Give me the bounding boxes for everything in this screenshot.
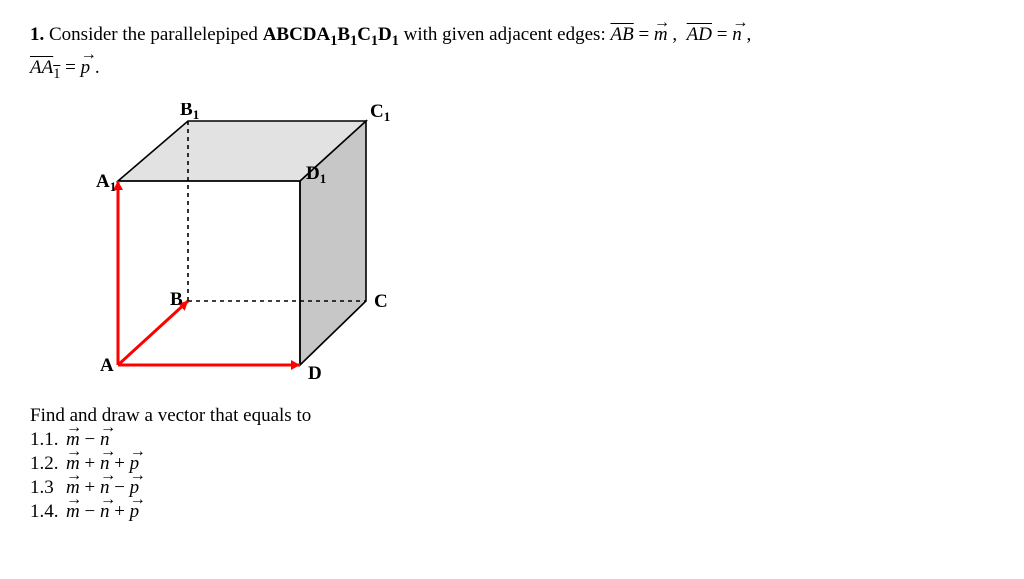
task-item: 1.3m + n − p [30, 477, 994, 499]
task-number: 1.4. [30, 501, 66, 523]
vec-n: n [732, 20, 742, 50]
vec-m: m [654, 20, 668, 50]
task-number: 1.3 [30, 477, 66, 499]
vec-p: p [130, 501, 140, 523]
parallelepiped-figure: ABCDA1B1C1D1 [70, 103, 994, 389]
parallelepiped-svg: ABCDA1B1C1D1 [70, 103, 410, 383]
edge-AD: AD [687, 20, 712, 50]
task-number: 1.2. [30, 453, 66, 475]
task-number: 1.1. [30, 429, 66, 451]
vec-m: m [66, 501, 80, 523]
svg-text:B: B [170, 289, 183, 310]
svg-text:A1: A1 [96, 171, 116, 194]
svg-text:C1: C1 [370, 103, 390, 124]
edge-AA1: AA1 [30, 53, 60, 86]
task-item: 1.2.m + n + p [30, 453, 994, 475]
problem-statement: 1. Consider the parallelepiped ABCDA1B1C… [30, 20, 994, 85]
edge-AB: AB [610, 20, 633, 50]
problem-number: 1. [30, 24, 44, 45]
vec-p: p [81, 53, 91, 83]
solid-name: ABCDA1B1C1D1 [263, 24, 404, 45]
mid-text: with given adjacent edges: [404, 24, 611, 45]
tasks-block: Find and draw a vector that equals to 1.… [30, 405, 994, 523]
svg-text:C: C [374, 291, 388, 312]
svg-text:A: A [100, 355, 114, 376]
vec-n: n [100, 501, 110, 523]
svg-text:B1: B1 [180, 103, 199, 122]
tasks-title: Find and draw a vector that equals to [30, 405, 994, 427]
task-item: 1.1.m − n [30, 429, 994, 451]
task-item: 1.4.m − n + p [30, 501, 994, 523]
svg-text:D: D [308, 363, 322, 383]
